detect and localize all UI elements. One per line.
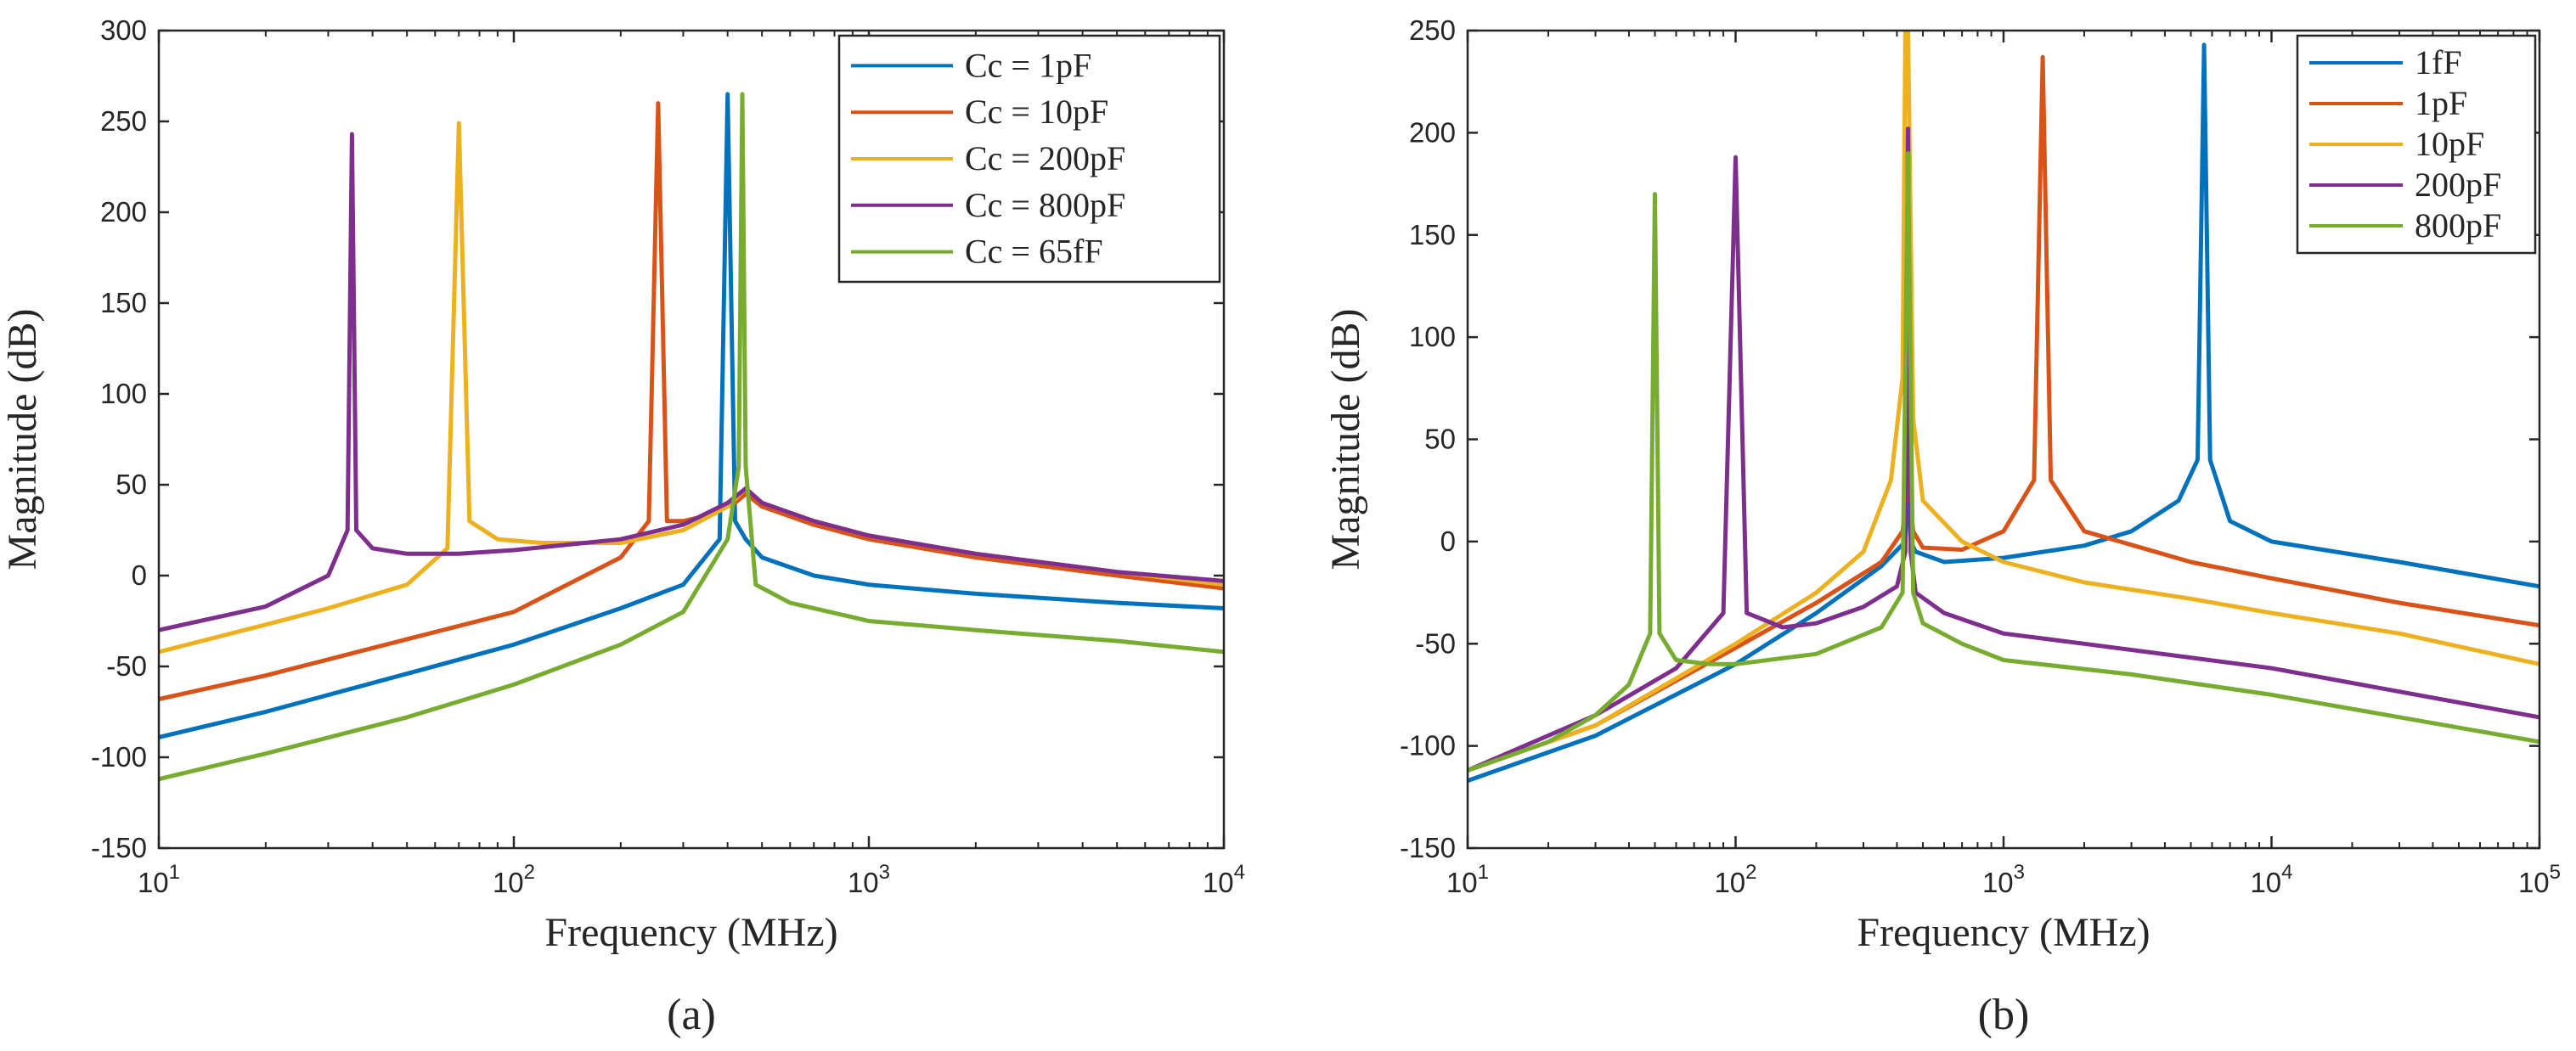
x-tick-label: 104 (2250, 861, 2292, 898)
x-axis-label: Frequency (MHz) (544, 910, 837, 955)
x-tick-label: 102 (1714, 861, 1756, 898)
y-tick-label: 150 (100, 287, 147, 318)
y-tick-label: 200 (1409, 116, 1456, 148)
y-tick-label: 100 (1409, 321, 1456, 352)
legend-label: 200pF (2415, 166, 2501, 204)
x-axis-label: Frequency (MHz) (1857, 910, 2150, 955)
y-tick-label: 150 (1409, 219, 1456, 250)
legend-label: Cc = 1pF (965, 46, 1091, 84)
y-tick-label: 0 (1440, 526, 1456, 557)
x-tick-label: 105 (2518, 861, 2561, 898)
y-tick-label: -150 (91, 832, 147, 863)
legend-label: Cc = 10pF (965, 93, 1108, 131)
x-tick-label: 101 (138, 861, 180, 898)
axes-frame (157, 29, 1226, 850)
series-line-4 (1468, 126, 2539, 773)
y-tick-label: 300 (100, 14, 147, 46)
y-tick-label: 50 (116, 469, 147, 500)
panel-label: (b) (1978, 991, 2030, 1039)
x-tick-label: 103 (848, 861, 890, 898)
chart-panel-b: -150 -100 -50 0 50 100 150 200 250 101 102 103 104 10… (1323, 14, 2561, 1039)
legend-label: 1pF (2415, 84, 2467, 122)
series-line-2 (1468, 54, 2539, 773)
y-tick-label: 100 (100, 378, 147, 409)
legend-label: Cc = 65fF (965, 233, 1103, 271)
series-group (159, 92, 1224, 782)
y-tick-label: -50 (1415, 627, 1456, 659)
x-tick-label: 103 (1982, 861, 2025, 898)
series-line-1 (1468, 42, 2539, 784)
y-tick-label: 200 (100, 196, 147, 228)
x-tick-label: 102 (493, 861, 535, 898)
y-tick-label: -100 (1400, 730, 1456, 762)
legend: Cc = 1pF Cc = 10pF Cc = 200pF Cc = 800pF Cc … (837, 34, 1221, 284)
series-line-1 (159, 92, 1224, 739)
series-line-5 (1468, 151, 2539, 773)
legend-label: Cc = 200pF (965, 139, 1125, 177)
y-tick-label: -100 (91, 741, 147, 773)
series-line-4 (159, 132, 1224, 632)
y-tick-label: 0 (132, 559, 147, 591)
x-tick-label: 101 (1446, 861, 1489, 898)
legend-label: Cc = 800pF (965, 186, 1125, 224)
chart-panel-a: -150 -100 -50 0 50 100 150 200 250 300 101 102 103 10… (0, 14, 1245, 1039)
y-tick-label: -150 (1400, 832, 1456, 863)
y-axis-label: Magnitude (dB) (0, 309, 45, 570)
series-line-5 (159, 92, 1224, 782)
panel-label: (a) (667, 991, 716, 1039)
legend-label: 1fF (2415, 43, 2462, 81)
legend-label: 800pF (2415, 206, 2501, 244)
x-tick-label: 104 (1203, 861, 1245, 898)
y-tick-label: 250 (100, 105, 147, 137)
y-tick-label: 250 (1409, 14, 1456, 46)
legend-label: 10pF (2415, 125, 2484, 163)
y-tick-label: 50 (1424, 424, 1456, 455)
y-axis-label: Magnitude (dB) (1323, 309, 1368, 570)
series-group (1468, 31, 2539, 784)
y-tick-label: -50 (106, 650, 147, 682)
